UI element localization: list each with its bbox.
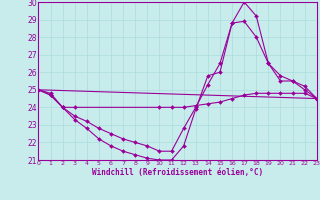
X-axis label: Windchill (Refroidissement éolien,°C): Windchill (Refroidissement éolien,°C) [92, 168, 263, 177]
